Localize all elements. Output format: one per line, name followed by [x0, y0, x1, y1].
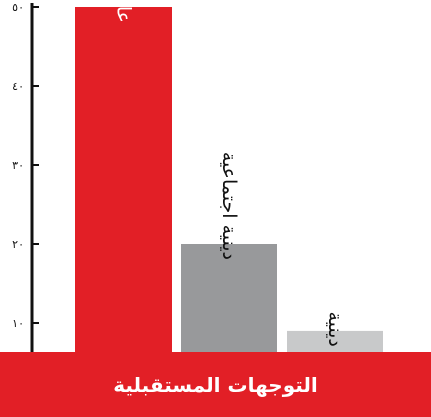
- bar: [181, 244, 277, 352]
- y-tick-label: ١٠: [12, 317, 24, 330]
- bar-category-label: دينية اجتماعية: [218, 152, 240, 260]
- y-tick-label: ٤٠: [12, 80, 24, 93]
- y-tick-label: ٢٠: [12, 238, 24, 251]
- title-band: التوجهات المستقبلية: [0, 352, 431, 417]
- bar-category-label: عامة: [113, 0, 135, 23]
- bar-chart-plot: ١٠ ٢٠ ٣٠ ٤٠ ٥٠ عامة دينية اجتماعية دينية: [12, 0, 383, 352]
- bar: [75, 7, 172, 352]
- bar: [287, 330, 383, 352]
- y-tick-label: ٣٠: [12, 159, 24, 172]
- y-tick-label: ٥٠: [12, 1, 24, 14]
- chart-title: التوجهات المستقبلية: [113, 372, 318, 397]
- bar-category-label: دينية: [324, 311, 346, 346]
